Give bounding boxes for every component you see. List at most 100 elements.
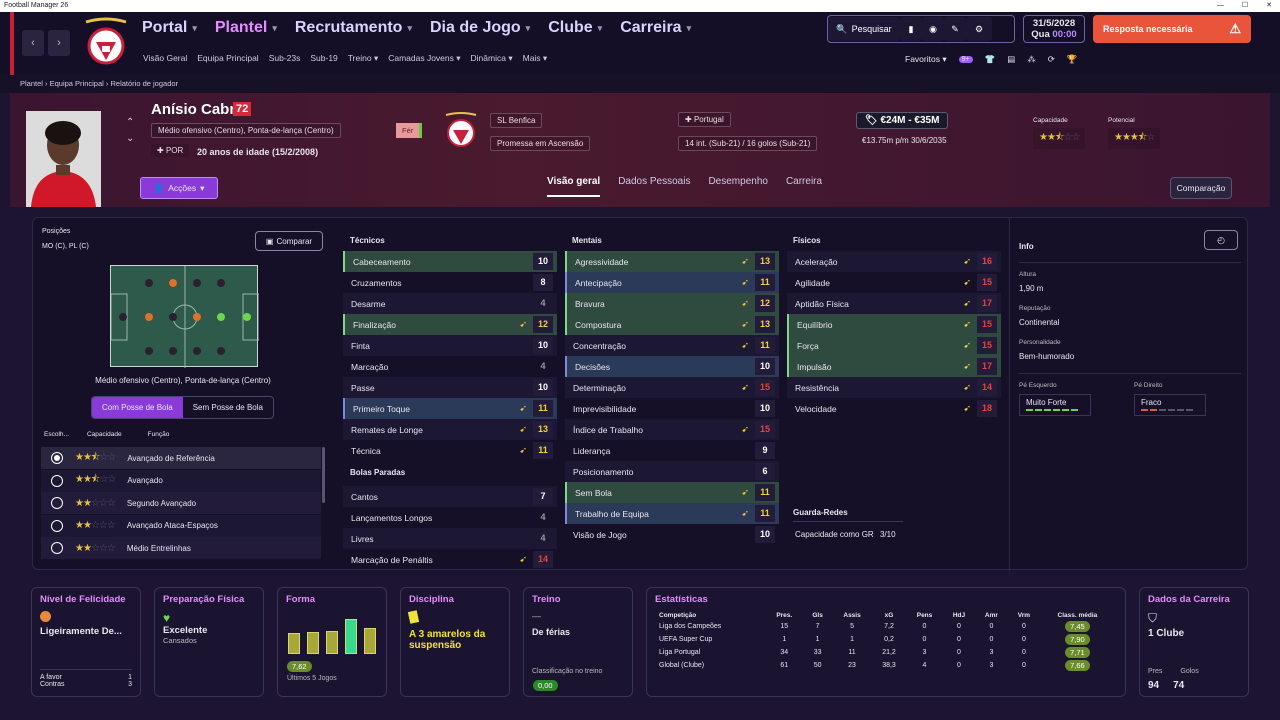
tab-carreira[interactable]: Carreira — [785, 176, 823, 187]
tab-desempenho[interactable]: Desempenho — [708, 176, 768, 187]
role-radio[interactable] — [51, 452, 63, 464]
attribute-row[interactable]: Cruzamentos 8 — [343, 272, 557, 293]
subnav-dinamica[interactable]: Dinâmica ▾ — [470, 53, 513, 63]
attribute-row[interactable]: Aptidão Física ➹ 17 — [787, 293, 1001, 314]
discipline-card[interactable]: Disciplina A 3 amarelos da suspensão — [400, 587, 510, 697]
stats-row[interactable]: Liga Portugal 34 33 11 21,2 3 0 3 0 7,71 — [655, 646, 1115, 659]
role-row[interactable]: ★★☆☆☆ Avançado Ataca-Espaços — [41, 514, 321, 537]
stats-row[interactable]: Liga dos Campeões 15 7 5 7,2 0 0 0 0 7,45 — [655, 620, 1115, 633]
attribute-row[interactable]: Índice de Trabalho ➹ 15 — [565, 419, 779, 440]
role-row[interactable]: ★★☆☆☆ Médio Entrelinhas — [41, 537, 321, 559]
attribute-row[interactable]: Posicionamento 6 — [565, 461, 779, 482]
tab-dados-pessoais[interactable]: Dados Pessoais — [618, 176, 691, 187]
attribute-row[interactable]: Remates de Longe ➹ 13 — [343, 419, 557, 440]
role-radio[interactable] — [51, 519, 63, 532]
role-radio[interactable] — [51, 542, 63, 554]
form-bar[interactable] — [288, 633, 300, 654]
attribute-row[interactable]: Desarme 4 — [343, 293, 557, 314]
attribute-row[interactable]: Imprevisibilidade 10 — [565, 398, 779, 419]
fitness-card[interactable]: Preparação Física ♥ Excelente Cansados — [154, 587, 264, 697]
trophy-icon[interactable]: 🏆 — [1066, 54, 1078, 64]
actions-button[interactable]: 👤 Acções ▾ — [140, 177, 218, 199]
attribute-row[interactable]: Concentração ➹ 11 — [565, 335, 779, 356]
country[interactable]: ✚ Portugal — [678, 112, 731, 127]
minimize-button[interactable]: — — [1216, 2, 1224, 9]
attribute-row[interactable]: Força ➹ 15 — [787, 335, 1001, 356]
attribute-row[interactable]: Técnica ➹ 11 — [343, 440, 557, 461]
form-bar[interactable] — [345, 619, 357, 654]
chat-icon[interactable]: 9+ — [958, 56, 973, 63]
roles-scrollbar[interactable] — [322, 447, 325, 503]
back-button[interactable]: ‹ — [22, 30, 44, 56]
attribute-row[interactable]: Bravura ➹ 12 — [565, 293, 779, 314]
role-radio[interactable] — [51, 497, 63, 509]
club-crest-icon[interactable] — [82, 16, 130, 72]
role-radio[interactable] — [51, 474, 63, 487]
date-display[interactable]: 31/5/2028 Qua 00:00 — [1023, 15, 1085, 43]
breadcrumb-equipa[interactable]: Equipa Principal — [49, 79, 104, 88]
refresh-icon[interactable]: ⟳ — [1047, 54, 1055, 64]
subnav-equipa-principal[interactable]: Equipa Principal — [197, 53, 259, 63]
subnav-visao-geral[interactable]: Visão Geral — [143, 53, 188, 63]
form-bar[interactable] — [307, 632, 319, 654]
nav-plantel[interactable]: Plantel ▾ — [214, 19, 277, 36]
statistics-card[interactable]: Estatísticas Competição Pres. Gls Assis xG Pe… — [646, 587, 1126, 697]
attribute-row[interactable]: Agilidade ➹ 15 — [787, 272, 1001, 293]
attribute-row[interactable]: Lançamentos Longos 4 — [343, 507, 557, 528]
breadcrumb-plantel[interactable]: Plantel — [20, 79, 43, 88]
role-row[interactable]: ★★⯪☆☆ Avançado de Referência — [41, 447, 321, 469]
attribute-row[interactable]: Antecipação ➹ 11 — [565, 272, 779, 293]
subnav-sub23[interactable]: Sub-23s — [268, 53, 301, 63]
attribute-row[interactable]: Cabeceamento 10 — [343, 251, 557, 272]
form-bar[interactable] — [364, 628, 376, 654]
next-player-button[interactable]: ⌄ — [126, 133, 135, 144]
subnav-camadas-jovens[interactable]: Camadas Jovens ▾ — [388, 53, 461, 63]
info-settings-icon[interactable]: ◴ — [1204, 230, 1238, 250]
happiness-card[interactable]: Nível de Felicidade Ligeiramente De... A… — [31, 587, 141, 697]
attribute-row[interactable]: Livres 4 — [343, 528, 557, 549]
form-bar[interactable] — [326, 631, 338, 654]
attribute-row[interactable]: Resistência ➹ 14 — [787, 377, 1001, 398]
tab-visao-geral[interactable]: Visão geral — [547, 176, 601, 197]
shirt-icon[interactable]: 👕 — [984, 54, 996, 64]
prev-player-button[interactable]: ⌃ — [126, 117, 135, 128]
without-ball-button[interactable]: Sem Posse de Bola — [192, 403, 263, 412]
document-icon[interactable]: ▤ — [1007, 54, 1016, 64]
attribute-row[interactable]: Visão de Jogo 10 — [565, 524, 779, 545]
attribute-row[interactable]: Agressividade ➹ 13 — [565, 251, 779, 272]
gear-icon[interactable]: ⚙ — [966, 17, 992, 41]
bookmark-icon[interactable]: ▮ — [900, 17, 922, 41]
attribute-row[interactable]: Velocidade ➹ 18 — [787, 398, 1001, 419]
attribute-row[interactable]: Primeiro Toque ➹ 11 — [343, 398, 557, 419]
attribute-row[interactable]: Aceleração ➹ 16 — [787, 251, 1001, 272]
attribute-row[interactable]: Liderança 9 — [565, 440, 779, 461]
attribute-row[interactable]: Cantos 7 — [343, 486, 557, 507]
search-button[interactable]: 🔍 Pesquisar — [828, 17, 900, 41]
continue-button[interactable]: Resposta necessária ⚠ — [1093, 15, 1251, 43]
attribute-row[interactable]: Trabalho de Equipa ➹ 11 — [565, 503, 779, 524]
attribute-row[interactable]: Determinação ➹ 15 — [565, 377, 779, 398]
attribute-row[interactable]: Sem Bola ➹ 11 — [565, 482, 779, 503]
attribute-row[interactable]: Decisões 10 — [565, 356, 779, 377]
nav-portal[interactable]: Portal ▾ — [142, 19, 197, 36]
subnav-treino[interactable]: Treino ▾ — [347, 53, 379, 63]
club-shortcut-icon[interactable]: ◉ — [922, 17, 944, 41]
attribute-row[interactable]: Equilíbrio ➹ 15 — [787, 314, 1001, 335]
form-card[interactable]: Forma 7,62 Últimos 5 Jogos — [277, 587, 387, 697]
attribute-row[interactable]: Compostura ➹ 13 — [565, 314, 779, 335]
stats-row[interactable]: Global (Clube) 61 50 23 38,3 4 0 3 0 7,66 — [655, 659, 1115, 672]
career-card[interactable]: Dados da Carreira ⛉ 1 Clube Pres Golos 94… — [1139, 587, 1249, 697]
maximize-button[interactable]: ☐ — [1241, 2, 1249, 9]
comparison-button[interactable]: Comparação — [1170, 177, 1232, 199]
attribute-row[interactable]: Impulsão ➹ 17 — [787, 356, 1001, 377]
training-card[interactable]: Treino — De férias Classificação no trei… — [523, 587, 633, 697]
nav-recrutamento[interactable]: Recrutamento ▾ — [294, 19, 412, 36]
favorites-dropdown[interactable]: Favoritos ▾ — [905, 54, 947, 64]
club-crest-small-icon[interactable] — [442, 111, 480, 151]
attribute-row[interactable]: Finalização ➹ 12 — [343, 314, 557, 335]
compare-button[interactable]: ▣ Comparar — [255, 231, 323, 251]
close-button[interactable]: ✕ — [1266, 2, 1272, 9]
role-row[interactable]: ★★☆☆☆ Segundo Avançado — [41, 492, 321, 514]
tactics-icon[interactable]: ⁂ — [1027, 54, 1036, 64]
nav-carreira[interactable]: Carreira ▾ — [620, 19, 692, 36]
